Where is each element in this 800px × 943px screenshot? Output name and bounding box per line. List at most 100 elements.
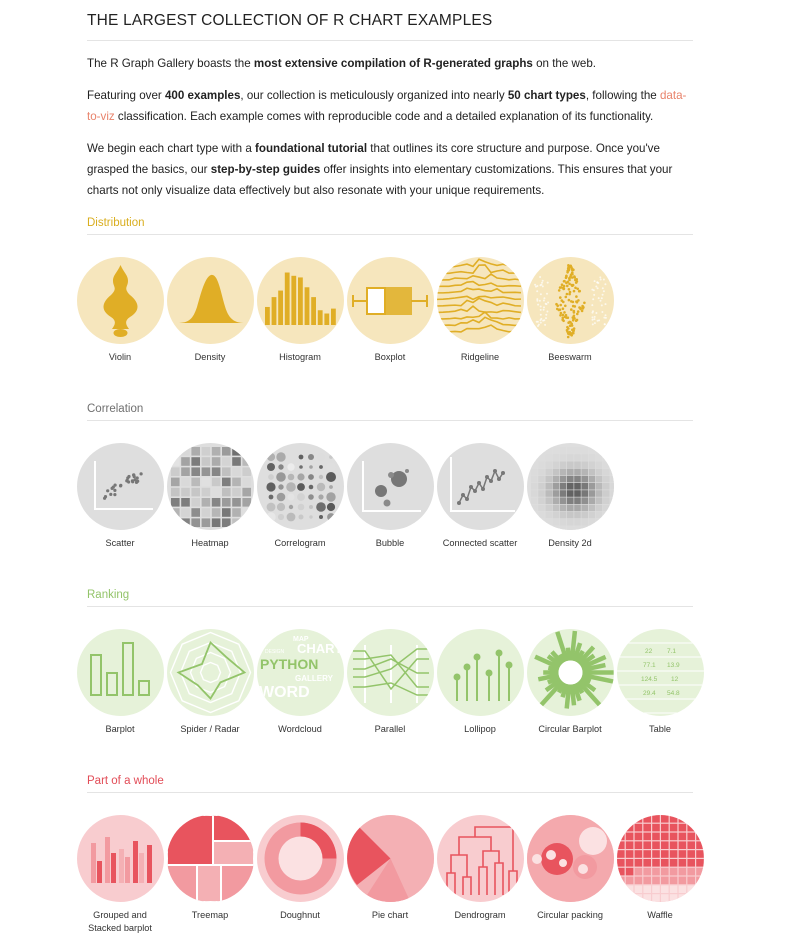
chart-label[interactable]: Density 2d [548,538,592,548]
chart-card[interactable]: 22 7.1 77.1 13.9 124.5 12 29.4 54.8 Table [610,629,710,736]
svg-text:124.5: 124.5 [641,676,658,683]
chart-label[interactable]: Wordcloud [278,724,322,734]
intro-paragraph-3: We begin each chart type with a foundati… [87,138,693,201]
svg-text:GALLERY: GALLERY [295,674,334,683]
beeswarm-icon[interactable] [526,257,614,344]
chart-card[interactable]: Density [160,257,260,364]
pie-chart-icon[interactable] [346,815,434,902]
chart-card[interactable]: Connected scatter [430,443,530,550]
ridgeline-icon[interactable] [436,257,524,344]
chart-card[interactable]: Scatter [70,443,170,550]
intro-text: We begin each chart type with a [87,142,255,155]
chart-label[interactable]: Pie chart [371,910,409,920]
chart-card[interactable]: Spider / Radar [160,629,260,736]
intro-emphasis: step-by-step guides [210,163,321,176]
chart-label[interactable]: Boxplot [374,352,406,362]
density-2d-icon[interactable] [526,443,614,530]
intro-text: , following the [585,89,660,102]
chart-label[interactable]: Table [649,724,671,734]
intro-emphasis: foundational tutorial [255,142,368,155]
chart-label[interactable]: Waffle [647,910,673,920]
svg-text:CHART: CHART [297,641,343,656]
data-to-viz-link[interactable]: data-to-viz [87,89,687,123]
chart-label[interactable]: Barplot [105,724,135,734]
chart-label[interactable]: Scatter [105,538,135,548]
chart-card[interactable]: Beeswarm [520,257,620,364]
section-title: Part of a whole [87,770,693,793]
chart-card[interactable]: Correlogram [250,443,350,550]
connected-scatter-icon[interactable] [436,443,524,530]
waffle-icon[interactable] [616,815,704,902]
chart-label[interactable]: Doughnut [280,910,320,920]
chart-label[interactable]: Correlogram [274,538,326,548]
wordcloud-icon[interactable]: MAP CHART PYTHON GALLERY WORD DESIGN [256,629,344,716]
chart-card[interactable]: Circular Barplot [520,629,620,736]
grouped-stacked-barplot-icon[interactable] [76,815,164,902]
chart-label[interactable]: Heatmap [191,538,229,548]
chart-row: Barplot Spider / Radar MAP CHART PYTHON GALLE… [76,607,704,757]
chart-label[interactable]: Dendrogram [454,910,506,920]
table-icon[interactable]: 22 7.1 77.1 13.9 124.5 12 29.4 54.8 [616,629,704,716]
spider-radar-icon[interactable] [166,629,254,716]
chart-label[interactable]: Lollipop [464,724,496,734]
svg-text:12: 12 [671,676,679,683]
svg-text:DESIGN: DESIGN [265,649,285,655]
circular-barplot-icon[interactable] [526,629,614,716]
chart-card[interactable]: Circular packing [520,815,620,922]
doughnut-icon[interactable] [256,815,344,902]
boxplot-icon[interactable] [346,257,434,344]
chart-card[interactable]: Doughnut [250,815,350,922]
chart-card[interactable]: Pie chart [340,815,440,922]
heatmap-icon[interactable] [166,443,254,530]
chart-label[interactable]: Violin [108,352,132,362]
circular-packing-icon[interactable] [526,815,614,902]
svg-text:54.8: 54.8 [667,690,680,697]
dendrogram-icon[interactable] [436,815,524,902]
chart-label[interactable]: Circular packing [537,910,603,920]
chart-card[interactable]: Heatmap [160,443,260,550]
section-ranking: Ranking Barplot Spider / Radar MAP CHART PYTH… [76,584,704,757]
barplot-icon[interactable] [76,629,164,716]
chart-card[interactable]: Boxplot [340,257,440,364]
chart-card[interactable]: MAP CHART PYTHON GALLERY WORD DESIGN Wordcloud [250,629,350,736]
chart-label[interactable]: Histogram [279,352,321,362]
section-correlation: Correlation Scatter Heatmap Correlogram Bubb… [76,398,693,571]
bubble-icon[interactable] [346,443,434,530]
histogram-icon[interactable] [256,257,344,344]
intro-emphasis: 400 examples [164,89,241,102]
chart-card[interactable]: Lollipop [430,629,530,736]
chart-card[interactable]: Waffle [610,815,710,922]
chart-label[interactable]: Connected scatter [442,538,518,548]
section-title: Correlation [87,398,693,421]
chart-card[interactable]: Grouped and Stacked barplot [70,815,170,935]
chart-label[interactable]: Circular Barplot [538,724,602,734]
chart-label[interactable]: Parallel [374,724,406,734]
correlogram-icon[interactable] [256,443,344,530]
parallel-icon[interactable] [346,629,434,716]
chart-card[interactable]: Violin [70,257,170,364]
chart-card[interactable]: Parallel [340,629,440,736]
intro-text: , our collection is meticulously organiz… [240,89,508,102]
chart-label[interactable]: Spider / Radar [180,724,240,734]
chart-card[interactable]: Bubble [340,443,440,550]
scatter-icon[interactable] [76,443,164,530]
chart-label[interactable]: Treemap [191,910,229,920]
chart-card[interactable]: Dendrogram [430,815,530,922]
chart-card[interactable]: Treemap [160,815,260,922]
violin-icon[interactable] [76,257,164,344]
intro-text: on the web. [532,57,597,70]
chart-card[interactable]: Density 2d [520,443,620,550]
chart-label[interactable]: Beeswarm [548,352,592,362]
chart-card[interactable]: Ridgeline [430,257,530,364]
chart-label[interactable]: Density [194,352,226,362]
chart-label[interactable]: Bubble [375,538,405,548]
chart-card[interactable]: Barplot [70,629,170,736]
chart-card[interactable]: Histogram [250,257,350,364]
treemap-icon[interactable] [166,815,254,902]
chart-label[interactable]: Grouped and Stacked barplot [88,910,152,933]
chart-label[interactable]: Ridgeline [460,352,500,362]
lollipop-icon[interactable] [436,629,524,716]
intro-emphasis: 50 chart types [507,89,586,102]
density-icon[interactable] [166,257,254,344]
intro-paragraph-1: The R Graph Gallery boasts the most exte… [87,53,693,74]
